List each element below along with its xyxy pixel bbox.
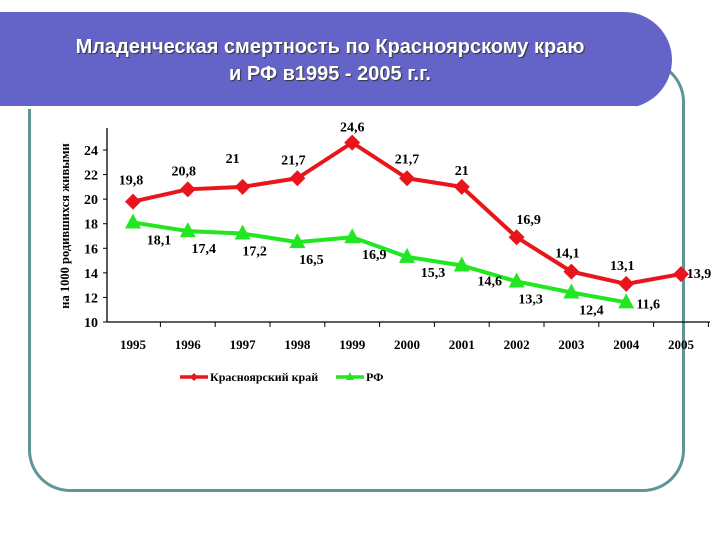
triangle-marker xyxy=(344,228,361,244)
slide-title: Младенческая смертность по Красноярскому… xyxy=(0,34,660,88)
data-label: 17,4 xyxy=(192,242,217,257)
data-label: 16,9 xyxy=(516,213,541,228)
x-tick-label: 2002 xyxy=(504,337,530,352)
data-label: 21 xyxy=(455,164,469,179)
x-tick-label: 2001 xyxy=(449,337,475,352)
data-label: 13,1 xyxy=(610,259,635,274)
diamond-marker xyxy=(453,178,470,195)
title-line-2: и РФ в1995 - 2005 г.г. xyxy=(229,63,431,85)
triangle-marker xyxy=(563,283,580,299)
diamond-marker xyxy=(399,170,415,187)
data-label: 18,1 xyxy=(147,233,172,248)
y-axis-label: на 1000 родившихся живыми xyxy=(58,143,72,308)
data-label: 12,4 xyxy=(579,304,604,319)
diamond-marker xyxy=(673,266,689,283)
y-tick-label: 24 xyxy=(84,144,98,159)
data-label: 13,3 xyxy=(518,292,543,307)
data-label: 24,6 xyxy=(340,121,365,136)
x-tick-label: 2004 xyxy=(613,337,640,352)
chart-legend: Красноярский край РФ xyxy=(180,370,383,384)
chart-series: 19,8 20,8 21 21,7 24,6 21,7 21 16,9 14,1 13,1 13,9… xyxy=(119,121,712,319)
triangle-marker xyxy=(399,247,415,263)
title-banner: Младенческая смертность по Красноярскому… xyxy=(0,12,672,109)
x-tick-label: 2005 xyxy=(668,337,695,352)
y-tick-label: 12 xyxy=(84,291,98,306)
x-tick-label: 1996 xyxy=(175,337,202,352)
diamond-marker xyxy=(508,229,525,246)
chart-axes: 10 12 14 16 18 20 22 24 на 1000 родившихся живым… xyxy=(58,128,710,352)
y-tick-label: 22 xyxy=(84,169,98,184)
legend-label: Красноярский край xyxy=(210,370,318,384)
data-label: 13,9 xyxy=(687,267,712,282)
diamond-marker xyxy=(344,134,361,151)
data-label: 15,3 xyxy=(421,266,446,281)
x-tick-label: 1995 xyxy=(120,337,147,352)
data-label: 14,1 xyxy=(555,247,580,262)
y-tick-label: 14 xyxy=(84,267,98,282)
triangle-marker xyxy=(453,256,470,272)
x-tick-label: 1997 xyxy=(230,337,257,352)
x-tick-label: 2000 xyxy=(394,337,420,352)
y-tick-label: 20 xyxy=(84,193,98,208)
data-label: 21 xyxy=(226,152,240,167)
data-label: 17,2 xyxy=(242,245,267,260)
data-label: 16,9 xyxy=(362,248,387,263)
diamond-marker xyxy=(179,181,196,198)
data-label: 21,7 xyxy=(395,152,420,167)
triangle-marker xyxy=(179,222,196,238)
triangle-marker xyxy=(234,224,251,240)
diamond-marker xyxy=(618,275,635,292)
triangle-marker xyxy=(508,272,525,288)
diamond-marker xyxy=(234,178,251,195)
slide-frame xyxy=(28,60,685,492)
triangle-marker xyxy=(289,233,306,249)
data-label: 20,8 xyxy=(172,164,197,179)
y-tick-label: 10 xyxy=(84,316,98,331)
diamond-marker xyxy=(563,263,580,280)
data-label: 19,8 xyxy=(119,174,144,189)
data-label: 11,6 xyxy=(636,297,660,312)
title-underline xyxy=(0,106,636,109)
data-label: 16,5 xyxy=(299,253,324,268)
title-line-1: Младенческая смертность по Красноярскому… xyxy=(75,36,585,58)
diamond-marker xyxy=(125,193,141,210)
y-tick-label: 16 xyxy=(84,242,98,257)
rf-line xyxy=(132,220,627,305)
diamond-marker xyxy=(289,170,306,187)
data-label: 21,7 xyxy=(281,153,306,168)
y-tick-label: 18 xyxy=(84,218,98,233)
triangle-marker xyxy=(125,213,141,229)
x-tick-label: 1998 xyxy=(284,337,311,352)
legend-label: РФ xyxy=(366,370,383,384)
x-tick-label: 1999 xyxy=(339,337,366,352)
x-tick-label: 2003 xyxy=(558,337,585,352)
data-label: 14,6 xyxy=(478,274,503,289)
triangle-marker xyxy=(618,293,635,309)
